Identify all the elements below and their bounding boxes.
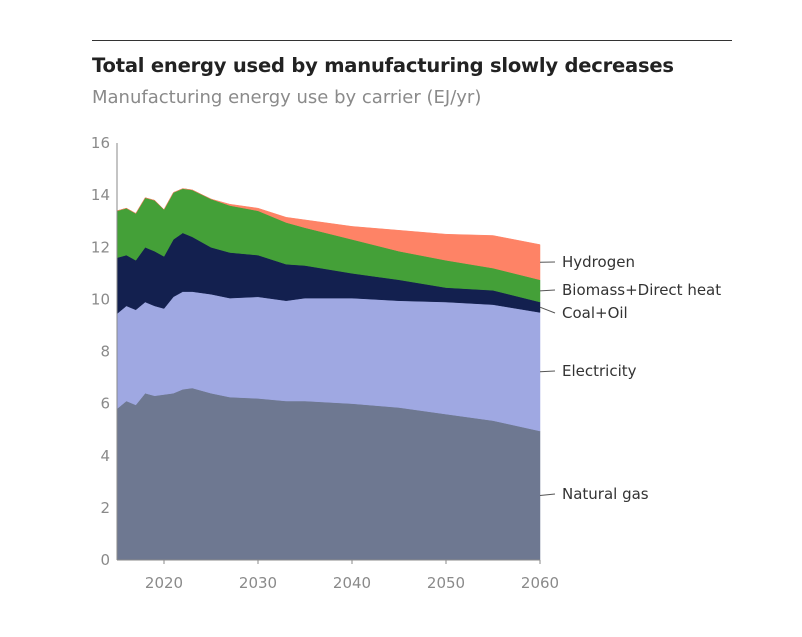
y-tick-label: 16 (91, 134, 110, 152)
y-tick-label: 0 (100, 551, 110, 569)
area-layers (116, 188, 541, 561)
y-tick-label: 8 (100, 343, 110, 361)
series-labels: Natural gas Electricity Coal+Oil Biomass+Di… (539, 253, 721, 503)
x-tick-label: 2030 (239, 574, 277, 592)
series-label: Electricity (562, 362, 637, 380)
axes: 0 2 4 6 8 10 12 14 16 2020 2030 2040 2050 2060 (91, 134, 559, 592)
y-tick-label: 10 (91, 290, 110, 308)
series-label: Biomass+Direct heat (562, 281, 721, 299)
chart-title: Total energy used by manufacturing slowl… (92, 54, 674, 77)
y-tick-label: 4 (100, 447, 110, 465)
x-tick-label: 2060 (521, 574, 559, 592)
series-label: Coal+Oil (562, 304, 628, 322)
y-tick-label: 6 (100, 395, 110, 413)
x-tick-label: 2020 (145, 574, 183, 592)
label-leader-line (539, 306, 556, 314)
x-tick-label: 2050 (427, 574, 465, 592)
series-label: Natural gas (562, 485, 649, 503)
y-tick-label: 14 (91, 186, 110, 204)
label-leader-line (539, 370, 556, 373)
y-tick-label: 2 (100, 499, 110, 517)
chart-subtitle: Manufacturing energy use by carrier (EJ/… (92, 87, 482, 108)
x-tick-label: 2040 (333, 574, 371, 592)
y-tick-label: 12 (91, 238, 110, 256)
top-rule (92, 40, 732, 41)
label-leader-line (539, 289, 556, 292)
series-label: Hydrogen (562, 253, 635, 271)
label-leader-line (539, 493, 556, 496)
